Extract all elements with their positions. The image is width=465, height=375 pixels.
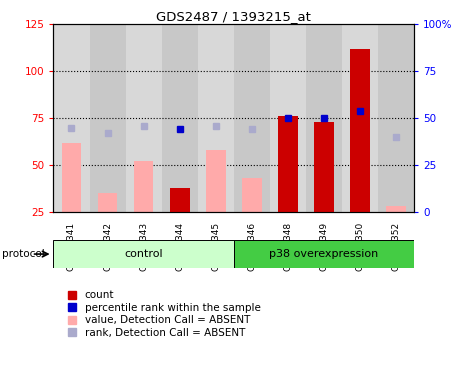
Bar — [350, 49, 370, 212]
Bar — [306, 24, 342, 212]
Bar — [278, 116, 298, 212]
Bar — [386, 206, 406, 212]
Bar — [170, 188, 190, 212]
Text: protocol: protocol — [2, 249, 45, 259]
Bar — [314, 122, 334, 212]
Bar — [206, 150, 226, 212]
Bar — [378, 24, 414, 212]
Bar — [133, 161, 153, 212]
Bar — [161, 24, 198, 212]
Text: control: control — [124, 249, 163, 259]
Bar — [342, 24, 378, 212]
Text: p38 overexpression: p38 overexpression — [269, 249, 379, 259]
Bar — [233, 24, 270, 212]
Bar — [98, 193, 118, 212]
Bar — [270, 24, 306, 212]
Bar — [61, 142, 81, 212]
Title: GDS2487 / 1393215_at: GDS2487 / 1393215_at — [156, 10, 311, 23]
Bar — [53, 240, 234, 268]
Bar — [126, 24, 161, 212]
Bar — [198, 24, 233, 212]
Bar — [53, 24, 89, 212]
Bar — [234, 240, 414, 268]
Legend: count, percentile rank within the sample, value, Detection Call = ABSENT, rank, : count, percentile rank within the sample… — [68, 290, 260, 338]
Bar — [89, 24, 126, 212]
Bar — [242, 178, 262, 212]
